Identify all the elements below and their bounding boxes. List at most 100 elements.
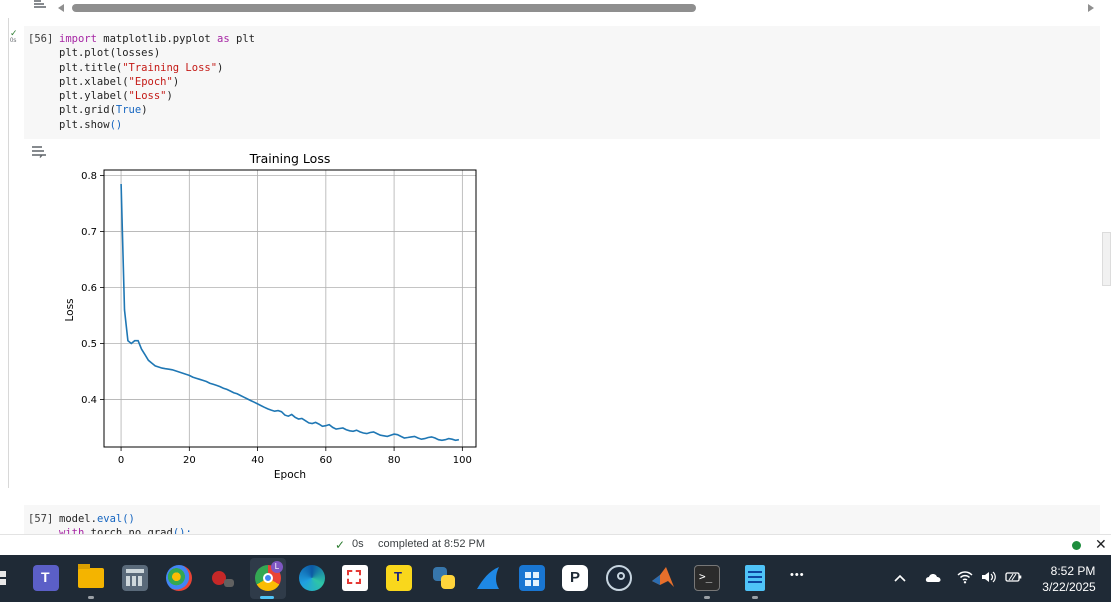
chrome-icon[interactable]: L [255,561,283,591]
run-time: 0s [10,38,17,44]
code-line: plt.title("Training Loss") [59,61,255,75]
y-tick-label: 0.5 [81,339,97,350]
code-token: torch.no_grad [84,527,173,535]
execution-count: [57] [28,513,54,525]
chart-title: Training Loss [249,151,331,166]
sharkfin-app-icon[interactable] [475,565,501,591]
code-editor[interactable]: import matplotlib.pyplot as plt plt.plot(… [59,32,255,132]
code-token: ) [217,61,224,74]
edge-icon[interactable] [299,565,325,591]
teams-icon[interactable]: T [33,565,59,591]
code-line: plt.xlabel("Epoch") [59,75,255,89]
clock-time[interactable]: 8:52 PM [1050,564,1096,578]
notepad-icon[interactable] [745,565,765,591]
output-toggle-icon[interactable] [31,145,47,159]
typing-app-icon[interactable]: T [386,565,412,591]
code-token: plt.plot(losses) [59,47,161,60]
p-app-icon[interactable]: P [562,565,588,591]
running-indicator [752,596,758,599]
code-token: plt.title( [59,61,123,74]
active-indicator [260,596,274,599]
training-loss-plot: 0 20 40 60 80 100 0.4 0.5 0.6 0.7 0.8 Training Los… [55,147,485,487]
steam-icon[interactable] [606,565,632,591]
status-message: completed at 8:52 PM [378,538,486,550]
code-token: eval [96,513,123,525]
more-apps-button[interactable]: ••• [790,569,805,581]
clock-date[interactable]: 3/22/2025 [1042,580,1096,594]
x-tick-label: 40 [251,455,264,466]
cell-left-rule [8,18,9,488]
status-bar: ✓ 0s completed at 8:52 PM ✕ [0,534,1111,556]
code-line: plt.plot(losses) [59,46,255,60]
loss-line [120,183,460,442]
snipping-tool-icon[interactable] [342,565,368,591]
code-token: (): [172,527,192,535]
check-icon: ✓ [335,538,346,552]
code-token: "Loss" [128,90,167,103]
terminal-icon[interactable]: >_ [694,565,720,591]
paint-icon[interactable] [166,565,192,591]
code-token: import [59,33,97,45]
code-token: () [109,118,123,131]
code-token: plt [229,33,255,45]
chevron-up-icon[interactable] [894,573,906,583]
store-icon[interactable] [519,565,545,591]
code-token: with [59,527,85,535]
x-tick-label: 0 [118,455,124,466]
vertical-scrollbar-thumb[interactable] [1102,232,1111,286]
code-line: import matplotlib.pyplot as plt [59,32,255,46]
battery-icon[interactable] [1004,571,1022,583]
code-token: matplotlib.pyplot [96,33,218,45]
calculator-icon[interactable] [122,565,148,591]
code-token: as [217,33,230,45]
code-editor[interactable]: model.eval() with torch.no_grad(): [59,512,192,535]
windows-start-icon[interactable] [0,571,14,585]
code-cell[interactable]: ✓ 0s [57] model.eval()with torch.no_grad… [24,505,1100,535]
close-icon[interactable]: ✕ [1095,536,1107,552]
code-token: True [115,104,142,117]
output-toggle-icon[interactable] [33,0,47,10]
code-cell[interactable]: ✓ 0s [56] import matplotlib.pyplot as pl… [10,26,1100,139]
file-explorer-icon[interactable] [78,564,104,588]
horizontal-scrollbar-thumb[interactable] [72,4,696,12]
code-line: plt.grid(True) [59,103,255,117]
x-tick-label: 100 [453,455,472,466]
matlab-icon[interactable] [650,565,676,591]
x-tick-label: 80 [388,455,401,466]
code-token: "Training Loss" [122,61,218,74]
volume-icon[interactable] [981,570,997,584]
scroll-right-arrow-icon[interactable] [1088,4,1094,12]
code-token: ) [141,104,148,117]
mouse-app-icon[interactable] [210,565,236,591]
code-token: () [122,513,135,525]
code-line: plt.ylabel("Loss") [59,89,255,103]
onedrive-icon[interactable] [925,571,943,583]
status-duration: 0s [352,538,364,550]
code-line: model.eval() [59,512,192,526]
code-token: model. [59,513,97,525]
code-token: "Epoch" [128,75,173,88]
code-token: plt.xlabel( [59,75,129,88]
wifi-icon[interactable] [957,570,973,584]
scroll-left-arrow-icon[interactable] [58,4,64,12]
output-scroll-strip [0,0,1111,18]
run-status: ✓ 0s [10,29,18,45]
taskbar: T L T P >_ [0,555,1111,602]
check-icon: ✓ [10,28,18,38]
code-line: plt.show() [59,118,255,132]
connection-status-icon[interactable] [1072,541,1081,550]
code-line: with torch.no_grad(): [59,526,192,535]
y-axis-label: Loss [64,298,76,321]
code-token: plt.ylabel( [59,90,129,103]
plot-frame [103,169,477,448]
y-tick-label: 0.4 [81,395,97,406]
execution-count: [56] [28,33,54,45]
x-tick-label: 20 [183,455,196,466]
y-tick-label: 0.7 [81,227,97,238]
y-tick-label: 0.6 [81,283,97,294]
running-indicator [88,596,94,599]
code-token: plt.grid( [59,104,116,117]
x-axis-label: Epoch [274,469,306,481]
x-tick-label: 60 [319,455,332,466]
python-icon[interactable] [431,565,457,591]
